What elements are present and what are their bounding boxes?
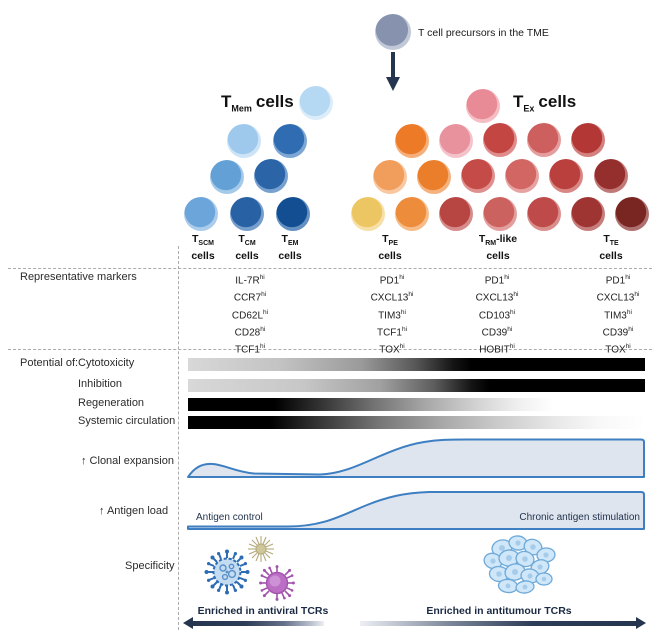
- potential-row-label-3: Systemic circulation: [78, 415, 176, 427]
- tex-title-rest: cells: [538, 92, 577, 111]
- tmem-cell-5: [184, 197, 218, 231]
- potential-gradient-bar-1: [188, 379, 645, 392]
- potential-gradient-bar-0: [188, 358, 645, 371]
- marker-item: PD1hi: [379, 274, 405, 287]
- marker-item: HOBIThi: [479, 343, 515, 356]
- tex-cell-11: [594, 159, 628, 193]
- tex-title-sub: Ex: [523, 103, 535, 114]
- antiviral-arrow: [183, 617, 324, 629]
- tmem-cell-2: [273, 124, 307, 158]
- marker-item: TOXhi: [379, 343, 405, 356]
- marker-item: CD103hi: [478, 308, 516, 321]
- marker-column-2: PD1hi CXCL13hi CD103hi CD39hi HOBIThi: [449, 271, 545, 358]
- column-label-te: TTE cells: [599, 233, 623, 263]
- tex-cell-8: [461, 159, 495, 193]
- tex-cell-18: [615, 197, 649, 231]
- marker-item: TOXhi: [605, 343, 631, 356]
- clonal-expansion-label: ↑ Clonal expansion: [81, 455, 174, 467]
- column-label-cm: TCM cells: [235, 233, 259, 263]
- marker-item: CD39hi: [481, 325, 513, 339]
- precursor-cell: [375, 14, 411, 50]
- tmem-title-t: T: [221, 92, 232, 111]
- potential-of-label: Potential of:: [20, 357, 79, 369]
- down-arrow-icon: [386, 52, 400, 91]
- tmem-cell-6: [230, 197, 264, 231]
- antiviral-arrow-tip: [183, 617, 193, 629]
- tex-cell-13: [395, 197, 429, 231]
- tex-cell-0: [466, 89, 500, 123]
- potential-row-label-0: Cytotoxicity: [78, 357, 135, 369]
- antigen-load-curve: [187, 491, 645, 530]
- dashed-line-top: [8, 268, 652, 269]
- marker-item: CXCL13hi: [596, 291, 640, 304]
- dashed-line-vertical: [178, 246, 179, 630]
- tex-cell-14: [439, 197, 473, 231]
- coronavirus-icon: [204, 549, 250, 595]
- potential-row-label-2: Regeneration: [78, 397, 145, 409]
- tumour-cell-cluster-icon: [483, 535, 556, 594]
- potential-row-label-1: Inhibition: [78, 378, 123, 390]
- representative-markers-label: Representative markers: [20, 271, 137, 283]
- tex-cell-3: [483, 123, 517, 157]
- tex-cell-2: [439, 124, 473, 158]
- starburst-virus-icon: [248, 536, 274, 562]
- column-label-em: TEM cells: [278, 233, 302, 263]
- antitumour-arrow: [360, 617, 646, 629]
- marker-item: CD62Lhi: [231, 308, 269, 321]
- precursor-label: T cell precursors in the TME: [418, 27, 549, 39]
- marker-item: IL-7Rhi: [235, 274, 265, 287]
- marker-column-1: PD1hi CXCL13hi TIM3hi TCF1hi TOXhi: [344, 271, 440, 358]
- tex-title-t: T: [513, 92, 524, 111]
- marker-item: CXCL13hi: [370, 291, 414, 304]
- column-label-scm: TSCM cells: [191, 233, 215, 263]
- specificity-label: Specificity: [125, 560, 175, 572]
- tex-cell-9: [505, 159, 539, 193]
- tex-cell-1: [395, 124, 429, 158]
- antigen-control-text: Antigen control: [196, 512, 263, 523]
- potential-gradient-bar-2: [188, 398, 645, 411]
- tex-cell-12: [351, 197, 385, 231]
- tmem-cell-1: [227, 124, 261, 158]
- antigen-load-label: ↑ Antigen load: [99, 505, 169, 517]
- tex-cell-7: [417, 160, 451, 194]
- dashed-line-mid: [8, 349, 652, 350]
- chronic-antigen-text: Chronic antigen stimulation: [519, 512, 640, 523]
- tex-cell-4: [527, 123, 561, 157]
- marker-item: TIM3hi: [604, 308, 632, 321]
- tex-group-title: TEx cells: [513, 92, 576, 113]
- antitumour-tcr-text: Enriched in antitumour TCRs: [426, 605, 572, 617]
- column-label-rm: TRM-like cells: [478, 233, 518, 263]
- marker-item: TCF1hi: [376, 325, 408, 339]
- tmem-cell-3: [210, 160, 244, 194]
- tmem-title-sub: Mem: [231, 103, 252, 114]
- marker-item: CXCL13hi: [475, 291, 519, 304]
- marker-item: TIM3hi: [378, 308, 406, 321]
- marker-item: PD1hi: [484, 274, 510, 287]
- marker-item: PD1hi: [605, 274, 631, 287]
- tex-cell-16: [527, 197, 561, 231]
- tmem-cell-7: [276, 197, 310, 231]
- antitumour-arrow-tip: [636, 617, 646, 629]
- marker-item: CD28hi: [234, 325, 266, 339]
- marker-item: TCF1hi: [234, 343, 266, 356]
- tmem-cell-4: [254, 159, 288, 193]
- marker-column-0: IL-7Rhi CCR7hi CD62Lhi CD28hi TCF1hi: [202, 271, 298, 358]
- purple-virus-icon: [259, 565, 295, 601]
- tex-cell-6: [373, 160, 407, 194]
- marker-column-3: PD1hi CXCL13hi TIM3hi CD39hi TOXhi: [570, 271, 660, 358]
- tex-cell-10: [549, 159, 583, 193]
- antiviral-tcr-text: Enriched in antiviral TCRs: [197, 605, 329, 617]
- tex-cell-17: [571, 197, 605, 231]
- marker-item: CD39hi: [602, 325, 634, 339]
- column-label-pe: TPE cells: [378, 233, 402, 263]
- tex-cell-5: [571, 123, 605, 157]
- tmem-title-rest: cells: [255, 92, 294, 111]
- marker-item: CCR7hi: [233, 291, 267, 304]
- clonal-expansion-curve: [187, 438, 645, 478]
- potential-gradient-bar-3: [188, 416, 645, 429]
- tmem-cell-0: [299, 86, 333, 120]
- tex-cell-15: [483, 197, 517, 231]
- tmem-group-title: TMem cells: [221, 92, 294, 113]
